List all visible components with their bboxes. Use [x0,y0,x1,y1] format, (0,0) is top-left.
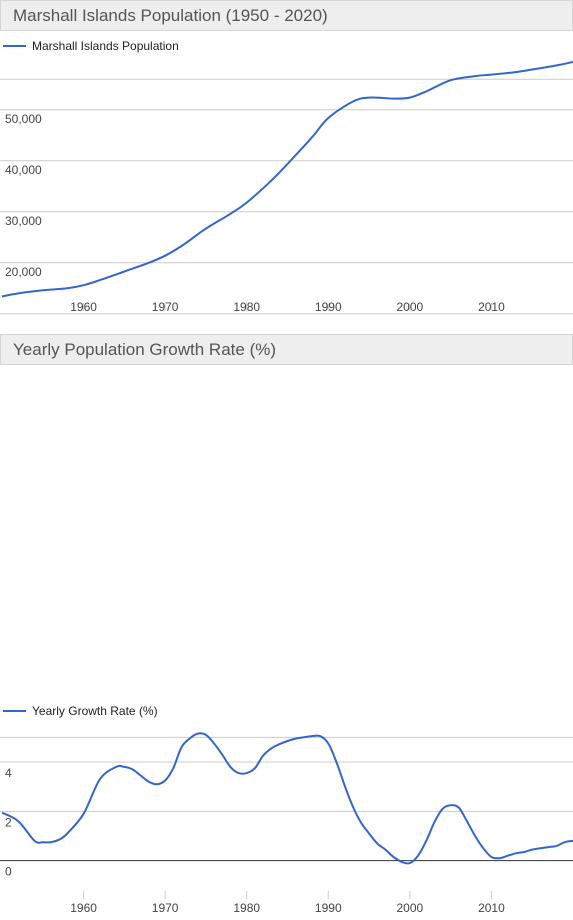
x-tick-label: 1960 [70,300,97,314]
x-tick-label: 1980 [233,300,260,314]
x-tick-label: 1970 [152,901,179,915]
series-line [1,60,573,298]
x-tick-label: 1970 [152,300,179,314]
legend-label: Marshall Islands Population [32,39,179,53]
y-tick-label: 40,000 [5,163,42,177]
y-tick-label: 10,000 [5,316,42,317]
population-chart-panel: Marshall Islands Population (1950 - 2020… [0,0,573,318]
x-tick-label: 2000 [397,901,424,915]
y-tick-label: 4 [5,766,12,780]
population-chart: Marshall Islands Population 10,000 20,000 3… [0,39,573,317]
y-tick-label: 20,000 [5,265,42,279]
y-tick-label: 0 [5,865,12,879]
y-tick-label: 30,000 [5,214,42,228]
legend-label: Yearly Growth Rate (%) [32,704,158,718]
x-tick-label: 2000 [397,300,424,314]
x-tick-label: 1980 [233,901,260,915]
growth-rate-chart-header: Yearly Population Growth Rate (%) [0,334,573,365]
growth-rate-chart-panel: Yearly Population Growth Rate (%) Yearly… [0,334,573,915]
x-tick-label: 2010 [478,901,505,915]
x-tick-label: 1990 [315,901,342,915]
x-tick-label: 1960 [70,901,97,915]
x-tick-label: 1990 [315,300,342,314]
growth-rate-chart-title: Yearly Population Growth Rate (%) [13,340,277,359]
y-tick-label: 50,000 [5,112,42,126]
population-chart-title: Marshall Islands Population (1950 - 2020… [13,6,328,25]
population-chart-header: Marshall Islands Population (1950 - 2020… [0,0,573,31]
series-line [1,732,573,865]
x-tick-label: 2010 [478,300,505,314]
